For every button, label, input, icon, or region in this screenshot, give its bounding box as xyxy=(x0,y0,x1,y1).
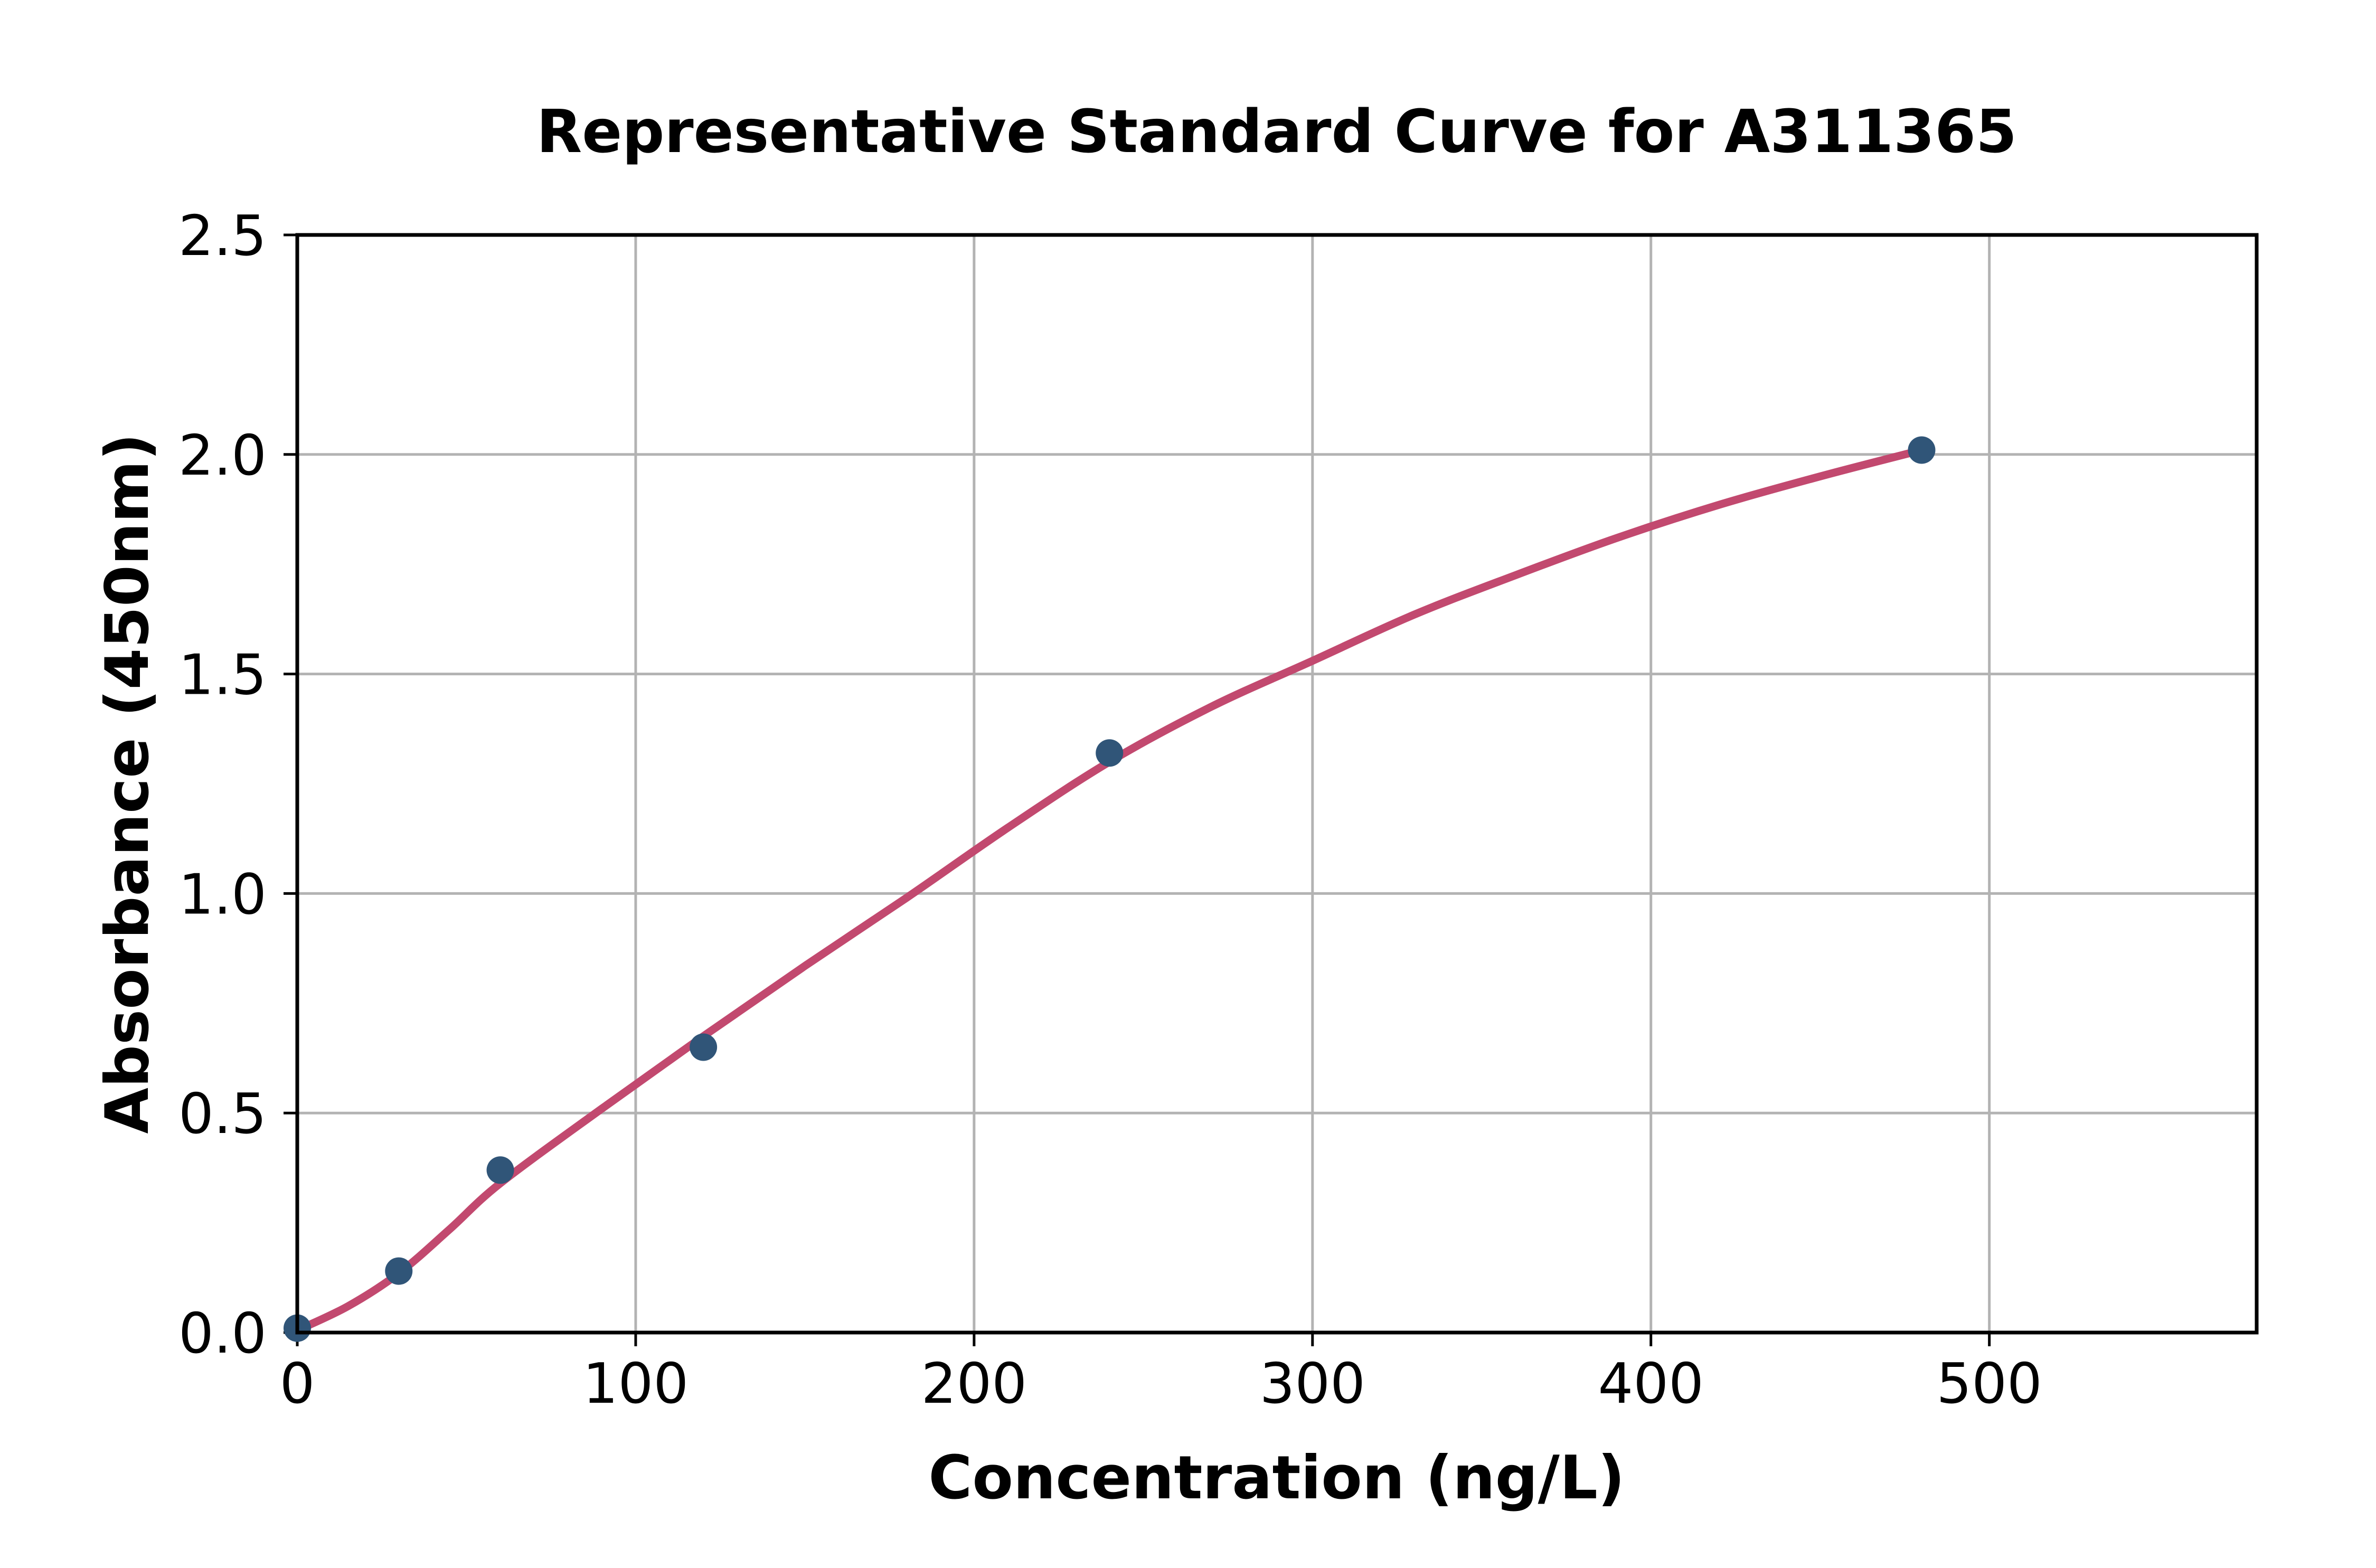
plot-area-border xyxy=(295,233,2259,1335)
data-point xyxy=(1096,739,1124,767)
fit-curve-line xyxy=(293,446,1926,1335)
data-points xyxy=(284,436,1936,1342)
chart-title: Representative Standard Curve for A31136… xyxy=(536,98,2017,166)
y-tick-label: 2.0 xyxy=(178,423,267,488)
x-tick-label: 200 xyxy=(921,1352,1027,1416)
y-axis-tick-labels: 0.0 0.5 1.0 1.5 2.0 2.5 xyxy=(178,204,267,1366)
y-tick-label: 1.5 xyxy=(178,643,267,707)
axis-ticks xyxy=(284,233,1991,1346)
data-point xyxy=(1908,436,1936,464)
data-point xyxy=(690,1033,718,1061)
x-tick-label: 0 xyxy=(280,1352,315,1416)
x-tick-label: 100 xyxy=(583,1352,689,1416)
data-point xyxy=(385,1257,413,1285)
y-axis-label: Absorbance (450nm) xyxy=(92,433,162,1134)
y-tick-label: 1.0 xyxy=(178,862,267,927)
gridlines xyxy=(297,235,2257,1333)
x-tick-label: 400 xyxy=(1598,1352,1704,1416)
data-point xyxy=(486,1156,514,1184)
x-tick-label: 500 xyxy=(1936,1352,2042,1416)
y-tick-label: 2.5 xyxy=(178,204,267,268)
y-tick-label: 0.0 xyxy=(178,1301,267,1366)
x-axis-label: Concentration (ng/L) xyxy=(928,1443,1625,1513)
x-tick-label: 300 xyxy=(1260,1352,1365,1416)
x-axis-tick-labels: 0 100 200 300 400 500 xyxy=(280,1352,2042,1416)
y-tick-label: 0.5 xyxy=(178,1082,267,1146)
